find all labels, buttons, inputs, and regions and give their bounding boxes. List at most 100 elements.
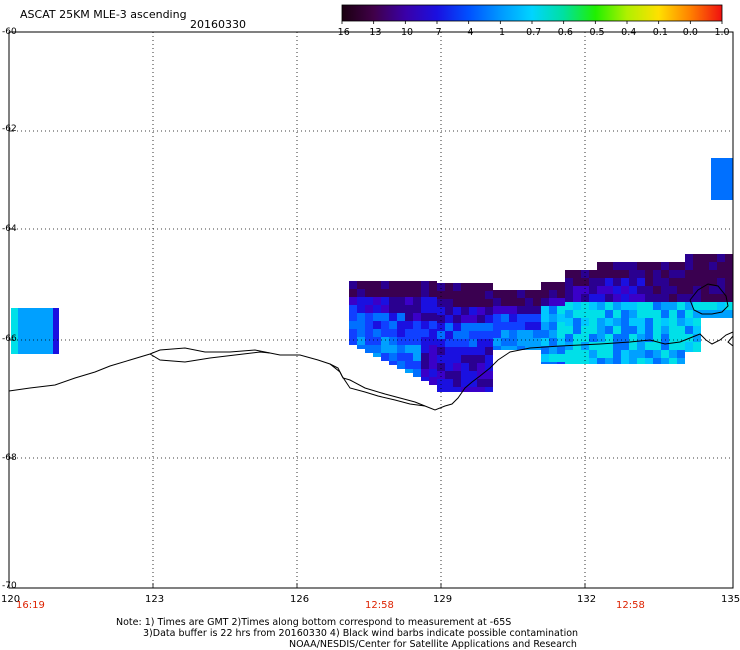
swath-cell [549, 290, 557, 298]
swath-cell [589, 310, 597, 318]
swath-cell [485, 315, 493, 323]
swath-cell [677, 294, 685, 302]
swath-cell [661, 350, 669, 358]
swath-cell [373, 337, 381, 345]
swath-cell [373, 353, 381, 357]
swath-cell [525, 322, 533, 330]
swath-cell [445, 315, 453, 323]
swath-cell [685, 342, 693, 350]
swath-cell [693, 270, 701, 278]
swath-cell [389, 337, 397, 345]
swath-cell [613, 262, 621, 270]
swath-cell [669, 262, 677, 270]
swath-cell [541, 354, 549, 362]
colorbar-tick-label: -4 [463, 27, 474, 38]
swath-cell [493, 290, 501, 298]
lon-label-132: 132 [577, 594, 597, 605]
swath-cell [533, 322, 541, 330]
swath-cell [477, 299, 485, 307]
colorbar-tick-label: 1.0 [714, 27, 730, 38]
swath-cell [421, 337, 429, 345]
swath-cell [373, 329, 381, 337]
swath-cell [693, 278, 701, 286]
swath-cell [717, 262, 725, 270]
swath-cell [381, 305, 389, 313]
swath-cell [565, 326, 573, 334]
swath-cell [677, 286, 685, 294]
swath-cell [565, 318, 573, 326]
swath-cell [421, 281, 429, 289]
swath-cell [397, 337, 405, 345]
date-label: 20160330 [190, 18, 246, 31]
swath-cell [437, 379, 445, 387]
swath-cell [549, 306, 557, 314]
swath-cell [669, 334, 677, 342]
swath-cell [597, 294, 605, 302]
note-line-3: NOAA/NESDIS/Center for Satellite Applica… [289, 639, 577, 650]
swath-cell [565, 278, 573, 286]
swath-cell [557, 298, 565, 306]
swath-cell [53, 308, 59, 354]
swath-cell [541, 362, 549, 364]
colorbar-tick-label: -0.7 [522, 27, 542, 38]
swath-cell [381, 353, 389, 361]
swath-cell [565, 270, 573, 278]
swath-cell [669, 270, 677, 278]
swath-cell [621, 326, 629, 334]
swath-cell [725, 270, 733, 278]
swath-cell [637, 310, 645, 318]
swath-cell [349, 297, 357, 305]
swath-cell [677, 318, 685, 326]
swath-cell [613, 286, 621, 294]
swath-cell [629, 302, 637, 310]
swath-cell [725, 286, 733, 294]
swath-cell [477, 283, 485, 291]
swath-cell [429, 337, 437, 345]
swath-cell [405, 353, 413, 361]
swath-cell [389, 297, 397, 305]
swath-cell [413, 289, 421, 297]
swath-cell [661, 326, 669, 334]
swath-cell [453, 363, 461, 371]
swath-cell [429, 361, 437, 369]
swath-cell [461, 363, 469, 371]
swath-cell [373, 289, 381, 297]
swath-cell [573, 326, 581, 334]
swath-cell [565, 302, 573, 310]
swath-cell [621, 302, 629, 310]
swath-cell [485, 347, 493, 355]
swath-cell [413, 321, 421, 329]
swath-cell [597, 350, 605, 358]
swath-cell [645, 302, 653, 310]
swath-cell [357, 329, 365, 337]
swath-cell [709, 278, 717, 286]
swath-cell [389, 345, 397, 353]
swath-cell [437, 347, 445, 355]
swath-cell [389, 353, 397, 361]
swath-cell [469, 331, 477, 339]
swath-cell [461, 379, 469, 387]
swath-cell [421, 345, 429, 353]
swath-cell [365, 329, 373, 337]
swath-cell [517, 298, 525, 306]
swath-cell [685, 326, 693, 334]
swath-cell [565, 310, 573, 318]
lat-label-70: -70 [2, 581, 17, 591]
swath-cell [581, 342, 589, 350]
swath-cell [349, 337, 357, 345]
swath-cell [445, 347, 453, 355]
swath-cell [573, 270, 581, 278]
swath-cell [461, 339, 469, 347]
swath-cell [453, 291, 461, 299]
swath-cell [437, 283, 445, 291]
swath-cell [437, 323, 445, 331]
swath-cell [565, 350, 573, 358]
swath-cell [453, 387, 461, 392]
swath-cell [669, 318, 677, 326]
swath-cell [637, 294, 645, 302]
swath-cell [669, 286, 677, 294]
swath-cell [509, 290, 517, 298]
swath-cell [421, 297, 429, 305]
swath-cell [605, 310, 613, 318]
swath-cell [701, 254, 709, 262]
